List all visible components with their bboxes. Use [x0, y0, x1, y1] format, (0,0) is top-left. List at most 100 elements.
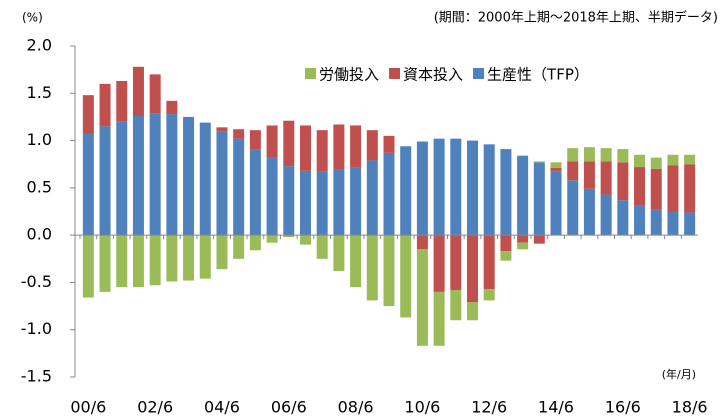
- legend-label: 労働投入: [319, 66, 379, 84]
- bar: [617, 200, 629, 236]
- bar: [583, 188, 595, 236]
- bar: [467, 235, 479, 303]
- bar: [350, 235, 362, 288]
- bar: [216, 127, 228, 132]
- bar: [667, 165, 679, 212]
- bar: [450, 138, 462, 236]
- bar: [684, 164, 696, 213]
- x-tick-label: 10/6: [404, 398, 440, 416]
- bar: [299, 125, 311, 171]
- bar: [500, 149, 512, 236]
- bar: [567, 161, 579, 181]
- x-tick-label: 18/6: [672, 398, 708, 416]
- bar: [149, 113, 161, 236]
- bar: [199, 122, 211, 236]
- bar: [99, 83, 111, 127]
- bar: [467, 302, 479, 321]
- bar: [667, 211, 679, 236]
- bar: [650, 209, 662, 236]
- y-tick-label: -1.0: [21, 319, 52, 338]
- legend-swatch: [305, 68, 316, 79]
- bar: [583, 147, 595, 162]
- bar: [550, 167, 562, 172]
- y-tick-label: -1.5: [21, 367, 52, 386]
- bar: [166, 100, 178, 115]
- bar: [684, 212, 696, 236]
- bar: [82, 133, 94, 236]
- y-tick-label: 0.0: [27, 225, 52, 244]
- bar: [149, 74, 161, 114]
- bar: [617, 162, 629, 201]
- y-tick-label: -0.5: [21, 272, 52, 291]
- bar: [333, 235, 345, 272]
- legend-label: 資本投入: [403, 66, 463, 84]
- bar: [166, 235, 178, 282]
- bar: [283, 120, 295, 167]
- x-tick-label: 16/6: [605, 398, 641, 416]
- bar: [634, 205, 646, 236]
- bar: [333, 124, 345, 170]
- bar: [550, 171, 562, 236]
- y-tick-label: 1.5: [27, 83, 52, 102]
- legend-swatch: [473, 68, 485, 79]
- x-tick-label: 08/6: [338, 398, 374, 416]
- bar: [82, 95, 94, 134]
- bar: [316, 171, 328, 236]
- bar: [500, 235, 512, 252]
- bar: [82, 235, 94, 298]
- bar: [600, 161, 612, 195]
- note: (期間：2000年上期～2018年上期、半期データ): [434, 10, 718, 26]
- bar: [416, 141, 428, 236]
- bar: [350, 125, 362, 168]
- bar: [249, 149, 261, 236]
- bar: [650, 157, 662, 169]
- bar: [350, 167, 362, 236]
- bar: [483, 235, 495, 290]
- bar: [567, 148, 579, 162]
- bar: [183, 235, 195, 281]
- x-tick-label: 06/6: [271, 398, 307, 416]
- bar: [299, 170, 311, 236]
- bar: [450, 235, 462, 290]
- bar: [667, 154, 679, 166]
- bar: [467, 140, 479, 236]
- x-tick-label: 14/6: [538, 398, 574, 416]
- y-tick-label: 1.0: [27, 130, 52, 149]
- legend: 労働投入 資本投入 生産性（TFP）: [305, 66, 589, 84]
- bar: [116, 80, 128, 122]
- bar: [366, 235, 378, 301]
- bar: [132, 66, 144, 116]
- bar: [216, 235, 228, 270]
- bar: [416, 235, 428, 250]
- bar: [233, 235, 245, 259]
- bar: [400, 235, 412, 318]
- bar: [550, 162, 562, 168]
- bar: [483, 289, 495, 301]
- bar: [433, 235, 445, 292]
- bar: [517, 235, 529, 243]
- bar: [366, 130, 378, 161]
- bar: [233, 129, 245, 139]
- bar: [216, 131, 228, 236]
- bar: [533, 235, 545, 244]
- bar: [416, 249, 428, 346]
- bar: [433, 291, 445, 346]
- bar: [567, 180, 579, 236]
- y-tick-label: 2.0: [27, 36, 52, 55]
- unit-label: (%): [22, 11, 43, 25]
- bar: [600, 148, 612, 162]
- bar: [99, 126, 111, 236]
- y-tick-label: 0.5: [27, 177, 52, 196]
- bar: [600, 194, 612, 236]
- bar: [183, 116, 195, 236]
- bar: [634, 154, 646, 168]
- bar: [149, 235, 161, 286]
- bar: [233, 138, 245, 236]
- bar: [316, 235, 328, 259]
- bar: [316, 130, 328, 172]
- bar: [650, 168, 662, 210]
- bar: [366, 160, 378, 236]
- bar: [249, 235, 261, 251]
- bar: [500, 251, 512, 261]
- bar: [517, 242, 529, 250]
